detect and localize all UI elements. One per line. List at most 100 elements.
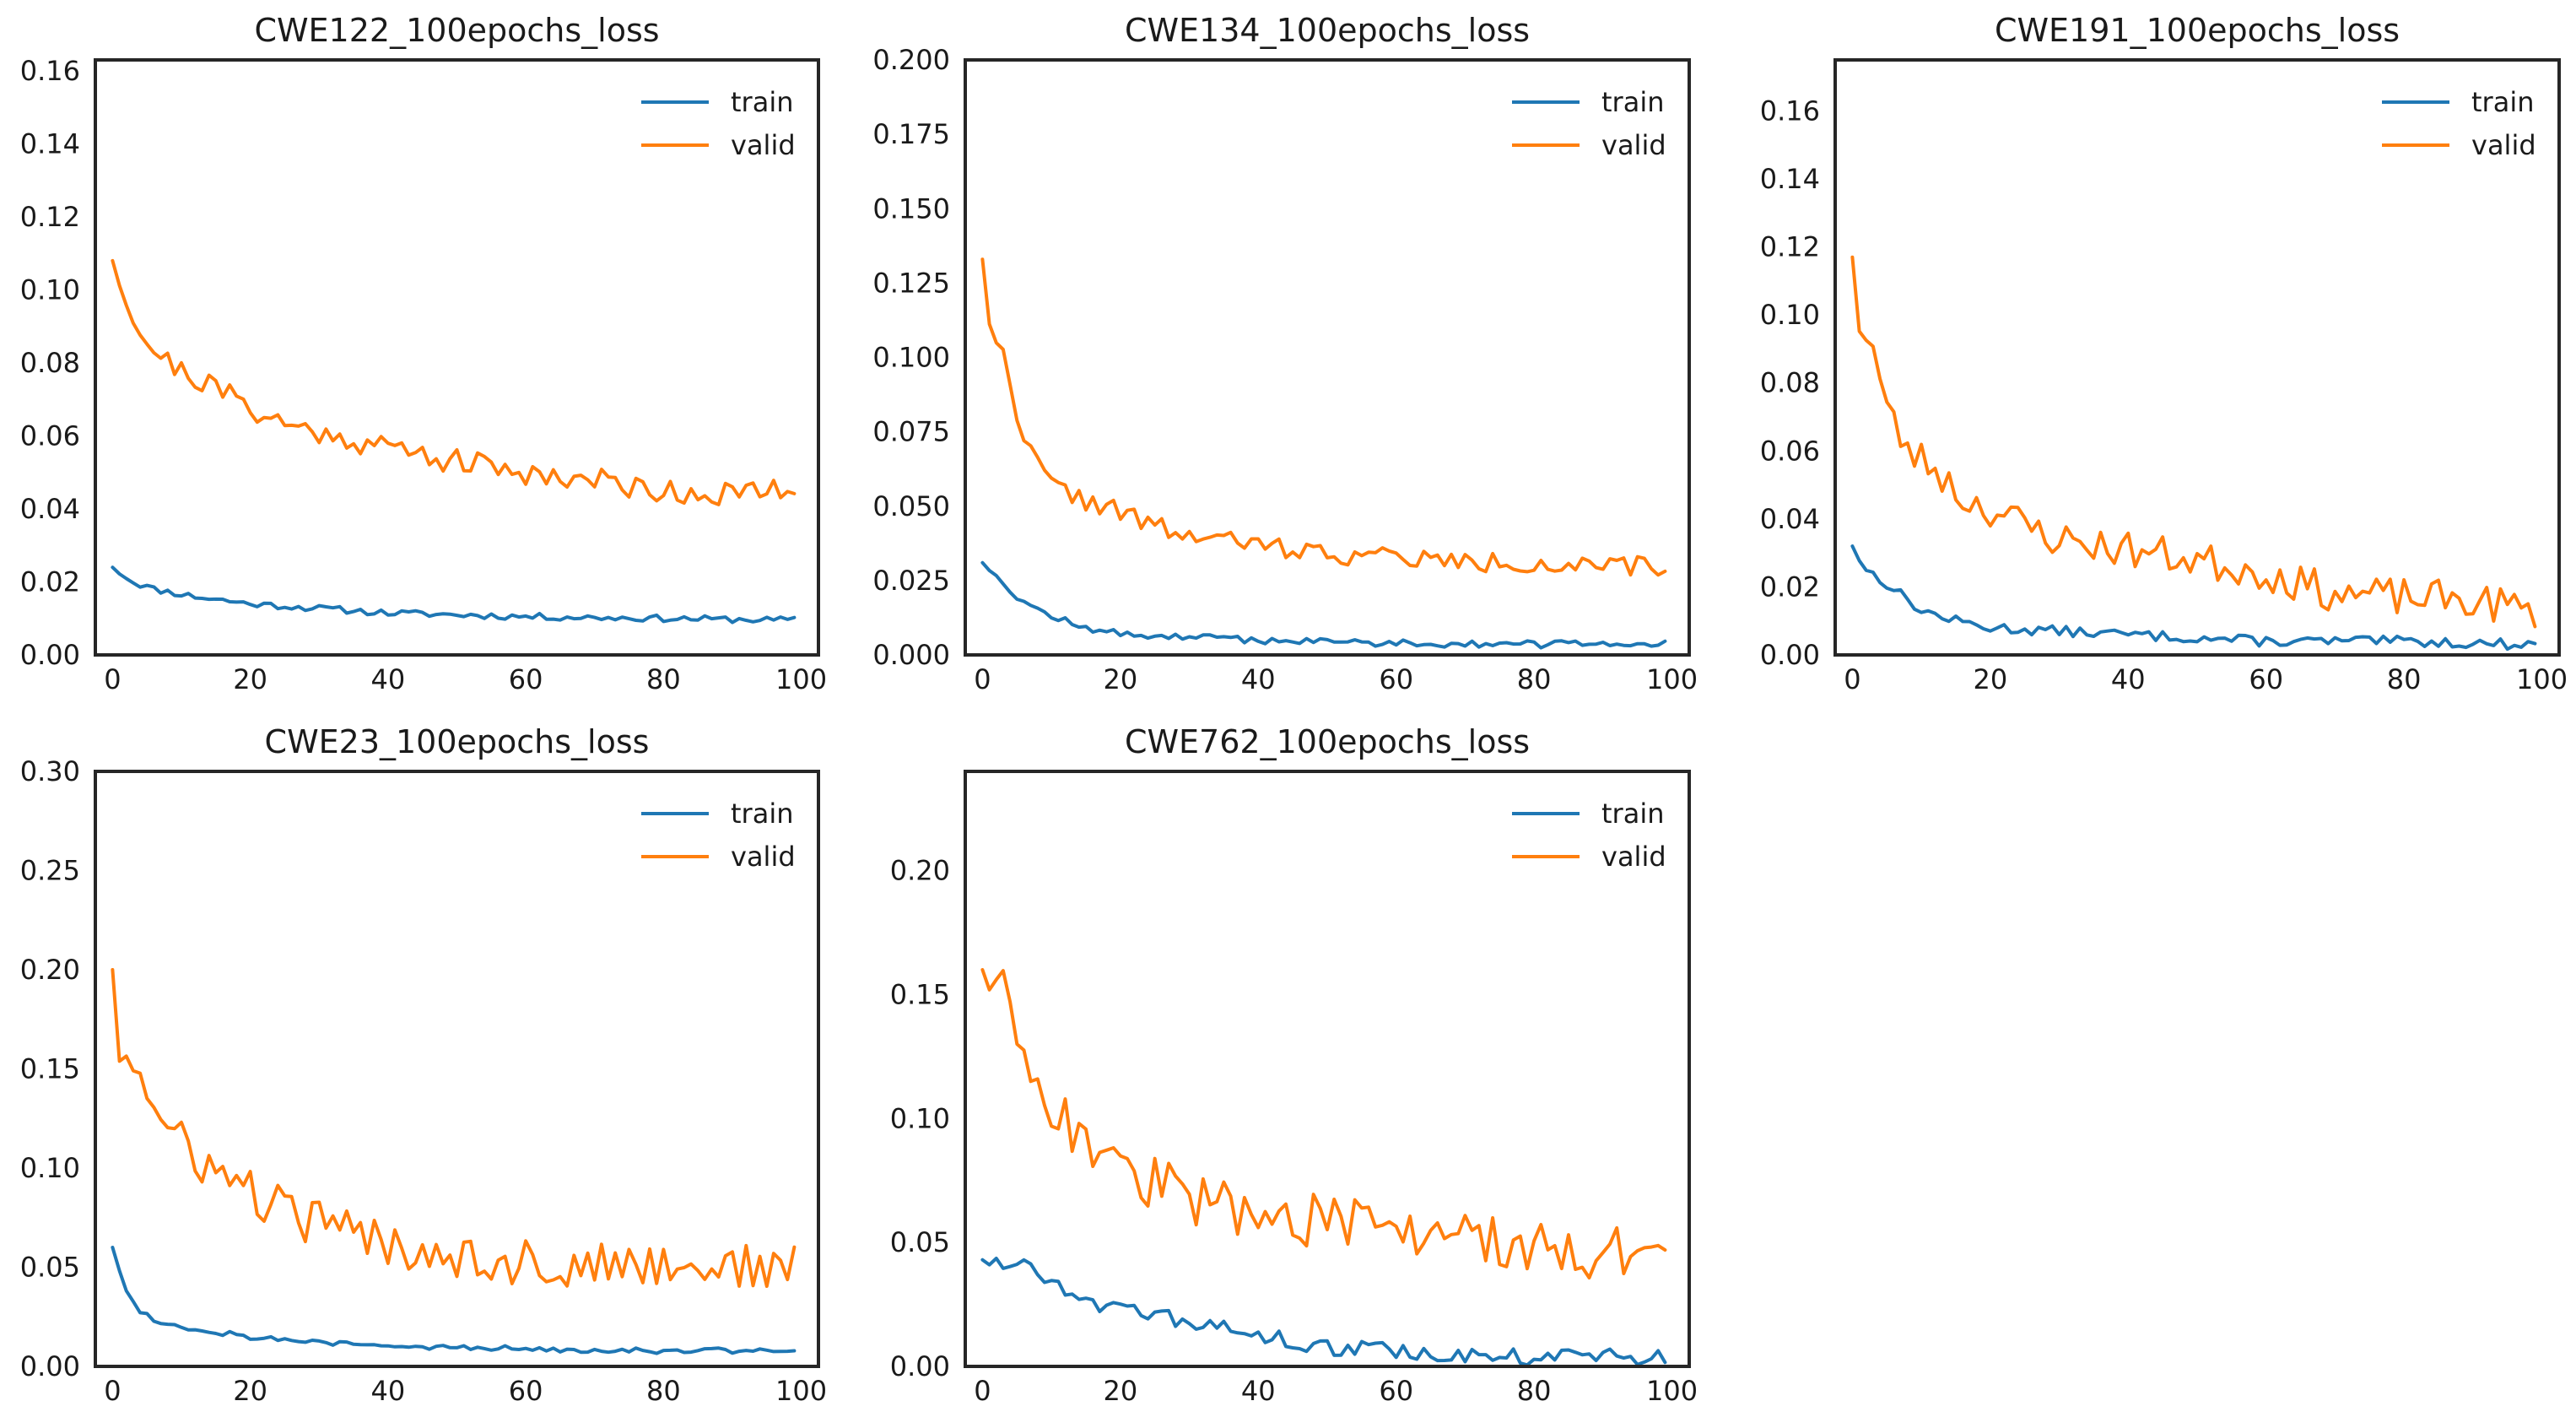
y-tick-label: 0.00 <box>20 1350 80 1382</box>
y-tick-label: 0.00 <box>20 639 80 671</box>
chart-title: CWE122_100epochs_loss <box>254 12 659 49</box>
subplot-1: CWE122_100epochs_loss 0 20 40 60 80 100 0.00 0.0… <box>20 12 827 695</box>
x-tick-label: 40 <box>2111 663 2146 695</box>
legend: train valid <box>641 798 796 873</box>
legend-label-valid: valid <box>2471 129 2536 161</box>
y-tick-label: 0.08 <box>1760 367 1820 399</box>
series-line-valid <box>980 257 1667 577</box>
y-tick-label: 0.025 <box>872 565 950 597</box>
y-tick-label: 0.00 <box>1760 639 1820 671</box>
x-tick-label: 40 <box>371 1375 406 1407</box>
chart-title: CWE191_100epochs_loss <box>1995 12 2400 49</box>
legend: train valid <box>641 86 796 161</box>
x-tick-label: 100 <box>775 663 827 695</box>
x-tick-label: 40 <box>371 663 406 695</box>
y-tick-label: 0.100 <box>872 342 950 374</box>
x-tick-label: 60 <box>2249 663 2283 695</box>
y-tick-label: 0.04 <box>1760 503 1820 535</box>
x-tick-label: 20 <box>233 1375 267 1407</box>
y-tick-label: 0.12 <box>1760 231 1820 263</box>
y-tick-label: 0.05 <box>20 1252 80 1284</box>
y-tick-label: 0.14 <box>1760 163 1820 195</box>
y-tick-label: 0.125 <box>872 267 950 299</box>
y-tick-label: 0.02 <box>1760 571 1820 603</box>
x-tick-label: 80 <box>1517 1375 1552 1407</box>
legend: train valid <box>1512 86 1666 161</box>
x-tick-label: 40 <box>1241 663 1276 695</box>
subplot-5: CWE762_100epochs_loss 0 20 40 60 80 100 0.00 0.0… <box>890 723 1698 1407</box>
x-tick-label: 20 <box>1103 1375 1137 1407</box>
subplot-2: CWE134_100epochs_loss 0 20 40 60 80 100 0.000 0.… <box>872 12 1698 695</box>
legend-label-valid: valid <box>1601 841 1666 873</box>
plot-frame <box>964 770 1691 1368</box>
x-tick-label: 80 <box>2387 663 2422 695</box>
series-line-train <box>980 1257 1667 1367</box>
y-tick-label: 0.10 <box>20 1152 80 1184</box>
x-tick-label: 60 <box>509 663 543 695</box>
x-tick-label: 0 <box>1844 663 1860 695</box>
chart-title: CWE134_100epochs_loss <box>1125 12 1530 49</box>
legend-label-train: train <box>1601 86 1664 118</box>
y-tick-label: 0.25 <box>20 855 80 887</box>
chart-title: CWE23_100epochs_loss <box>265 723 650 760</box>
series-line-train <box>980 560 1667 650</box>
y-tick-label: 0.15 <box>20 1053 80 1085</box>
legend: train valid <box>2382 86 2536 161</box>
legend-label-train: train <box>2471 86 2534 118</box>
y-tick-label: 0.16 <box>20 55 80 87</box>
x-tick-label: 80 <box>646 1375 681 1407</box>
legend: train valid <box>1512 798 1666 873</box>
y-tick-label: 0.050 <box>872 490 950 522</box>
plot-frame <box>1833 58 2561 657</box>
y-tick-label: 0.06 <box>20 419 80 452</box>
x-tick-label: 60 <box>509 1375 543 1407</box>
y-tick-label: 0.175 <box>872 118 950 150</box>
series-line-valid <box>111 258 797 506</box>
legend-label-train: train <box>731 86 793 118</box>
y-tick-label: 0.30 <box>20 755 80 787</box>
subplot-3: CWE191_100epochs_loss 0 20 40 60 80 100 0.00 0.0… <box>1760 12 2568 695</box>
x-tick-label: 80 <box>1517 663 1552 695</box>
x-tick-label: 20 <box>1973 663 2007 695</box>
x-tick-label: 0 <box>974 663 991 695</box>
y-tick-label: 0.075 <box>872 416 950 448</box>
y-tick-label: 0.15 <box>890 978 950 1010</box>
chart-title: CWE762_100epochs_loss <box>1125 723 1530 760</box>
y-tick-label: 0.20 <box>890 855 950 887</box>
y-tick-label: 0.04 <box>20 493 80 525</box>
x-tick-label: 100 <box>2516 663 2568 695</box>
y-tick-label: 0.200 <box>872 44 950 76</box>
x-tick-label: 100 <box>775 1375 827 1407</box>
x-tick-label: 0 <box>104 1375 121 1407</box>
y-tick-label: 0.08 <box>20 347 80 379</box>
x-tick-label: 60 <box>1379 663 1413 695</box>
plot-frame <box>964 58 1691 657</box>
x-tick-label: 80 <box>646 663 681 695</box>
y-tick-label: 0.06 <box>1760 435 1820 467</box>
y-tick-label: 0.10 <box>20 273 80 306</box>
y-tick-label: 0.12 <box>20 201 80 233</box>
y-tick-label: 0.150 <box>872 192 950 224</box>
y-tick-label: 0.02 <box>20 565 80 598</box>
series-line-train <box>111 565 797 625</box>
series-line-train <box>111 1246 797 1355</box>
plot-frame <box>94 58 820 657</box>
y-tick-label: 0.20 <box>20 954 80 986</box>
x-tick-label: 20 <box>233 663 267 695</box>
series-line-valid <box>1850 255 2537 629</box>
series-line-train <box>1850 544 2537 652</box>
y-tick-label: 0.14 <box>20 127 80 160</box>
x-tick-label: 100 <box>1646 663 1698 695</box>
x-tick-label: 20 <box>1103 663 1137 695</box>
y-tick-label: 0.10 <box>890 1102 950 1134</box>
y-tick-label: 0.16 <box>1760 95 1820 127</box>
y-tick-label: 0.00 <box>890 1350 950 1382</box>
plot-frame <box>94 770 820 1368</box>
y-tick-label: 0.05 <box>890 1226 950 1258</box>
x-tick-label: 60 <box>1379 1375 1413 1407</box>
y-tick-label: 0.000 <box>872 639 950 671</box>
subplot-4: CWE23_100epochs_loss 0 20 40 60 80 100 0.00 0.05… <box>20 723 827 1407</box>
legend-label-valid: valid <box>1601 129 1666 161</box>
legend-label-train: train <box>731 798 793 830</box>
